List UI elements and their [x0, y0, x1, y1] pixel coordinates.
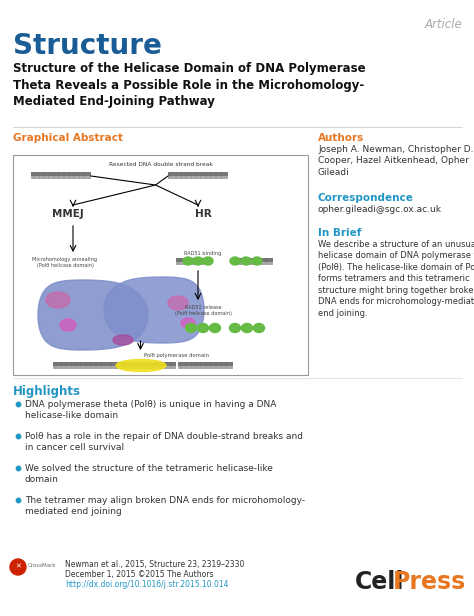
Polygon shape	[104, 277, 204, 343]
Text: Polθ polymerase domain: Polθ polymerase domain	[145, 353, 210, 358]
Ellipse shape	[252, 257, 262, 265]
Text: December 1, 2015 ©2015 The Authors: December 1, 2015 ©2015 The Authors	[65, 570, 213, 579]
Ellipse shape	[230, 257, 240, 265]
Bar	[108, 366, 176, 369]
Text: ✕: ✕	[15, 564, 21, 570]
Bar	[108, 362, 176, 366]
Text: In Brief: In Brief	[318, 228, 361, 238]
Bar	[233, 262, 273, 265]
Text: CrossMark: CrossMark	[28, 563, 56, 568]
Bar	[178, 362, 233, 366]
Ellipse shape	[203, 257, 213, 265]
Bar	[53, 366, 108, 369]
Text: http://dx.doi.org/10.1016/j.str.2015.10.014: http://dx.doi.org/10.1016/j.str.2015.10.…	[65, 580, 228, 589]
Ellipse shape	[241, 257, 251, 265]
Ellipse shape	[254, 323, 264, 333]
Text: RAD51 release
(Polθ helicase domain): RAD51 release (Polθ helicase domain)	[174, 305, 231, 316]
Circle shape	[10, 559, 26, 575]
Text: Structure of the Helicase Domain of DNA Polymerase
Theta Reveals a Possible Role: Structure of the Helicase Domain of DNA …	[13, 62, 365, 108]
Ellipse shape	[229, 323, 240, 333]
Ellipse shape	[210, 323, 220, 333]
Polygon shape	[60, 319, 76, 331]
Text: DNA polymerase theta (Polθ) is unique in having a DNA
helicase-like domain: DNA polymerase theta (Polθ) is unique in…	[25, 400, 276, 420]
Text: opher.gileadi@sgc.ox.ac.uk: opher.gileadi@sgc.ox.ac.uk	[318, 205, 442, 214]
Text: Cell: Cell	[355, 570, 404, 594]
Ellipse shape	[183, 257, 193, 265]
Text: Correspondence: Correspondence	[318, 193, 414, 203]
Text: HR: HR	[195, 209, 211, 219]
Bar	[168, 172, 228, 176]
Text: We describe a structure of an unusual
helicase domain of DNA polymerase theta
(P: We describe a structure of an unusual he…	[318, 240, 474, 318]
Bar	[168, 176, 228, 179]
Text: Graphical Abstract: Graphical Abstract	[13, 133, 123, 143]
Polygon shape	[38, 280, 148, 350]
Text: Press: Press	[393, 570, 466, 594]
Polygon shape	[168, 296, 188, 310]
Polygon shape	[181, 318, 195, 328]
Ellipse shape	[185, 323, 197, 333]
Text: Resected DNA double strand break: Resected DNA double strand break	[109, 162, 212, 167]
Bar	[176, 258, 206, 262]
Text: Microhomology annealing
(Polθ helicase domain): Microhomology annealing (Polθ helicase d…	[33, 257, 98, 268]
Polygon shape	[46, 292, 70, 308]
Text: RAD51 binding: RAD51 binding	[184, 251, 222, 256]
Ellipse shape	[116, 360, 166, 371]
Bar	[31, 172, 91, 176]
Ellipse shape	[198, 323, 209, 333]
Text: Highlights: Highlights	[13, 385, 81, 398]
Text: Structure: Structure	[13, 32, 162, 60]
Text: Authors: Authors	[318, 133, 364, 143]
Bar	[233, 258, 273, 262]
Ellipse shape	[241, 323, 253, 333]
Bar	[53, 362, 108, 366]
Ellipse shape	[193, 257, 203, 265]
Text: Joseph A. Newman, Christopher D.O.
Cooper, Hazel Aitkenhead, Opher
Gileadi: Joseph A. Newman, Christopher D.O. Coope…	[318, 145, 474, 177]
FancyBboxPatch shape	[13, 155, 308, 375]
Bar	[176, 262, 206, 265]
Text: Article: Article	[424, 18, 462, 31]
Text: Newman et al., 2015, Structure 23, 2319–2330: Newman et al., 2015, Structure 23, 2319–…	[65, 560, 245, 569]
Bar	[31, 176, 91, 179]
Text: MMEJ: MMEJ	[52, 209, 84, 219]
Polygon shape	[113, 335, 133, 345]
Bar	[178, 366, 233, 369]
Text: Polθ has a role in the repair of DNA double-strand breaks and
in cancer cell sur: Polθ has a role in the repair of DNA dou…	[25, 432, 303, 452]
Text: The tetramer may align broken DNA ends for microhomology-
mediated end joining: The tetramer may align broken DNA ends f…	[25, 496, 305, 516]
Text: We solved the structure of the tetrameric helicase-like
domain: We solved the structure of the tetrameri…	[25, 464, 273, 484]
